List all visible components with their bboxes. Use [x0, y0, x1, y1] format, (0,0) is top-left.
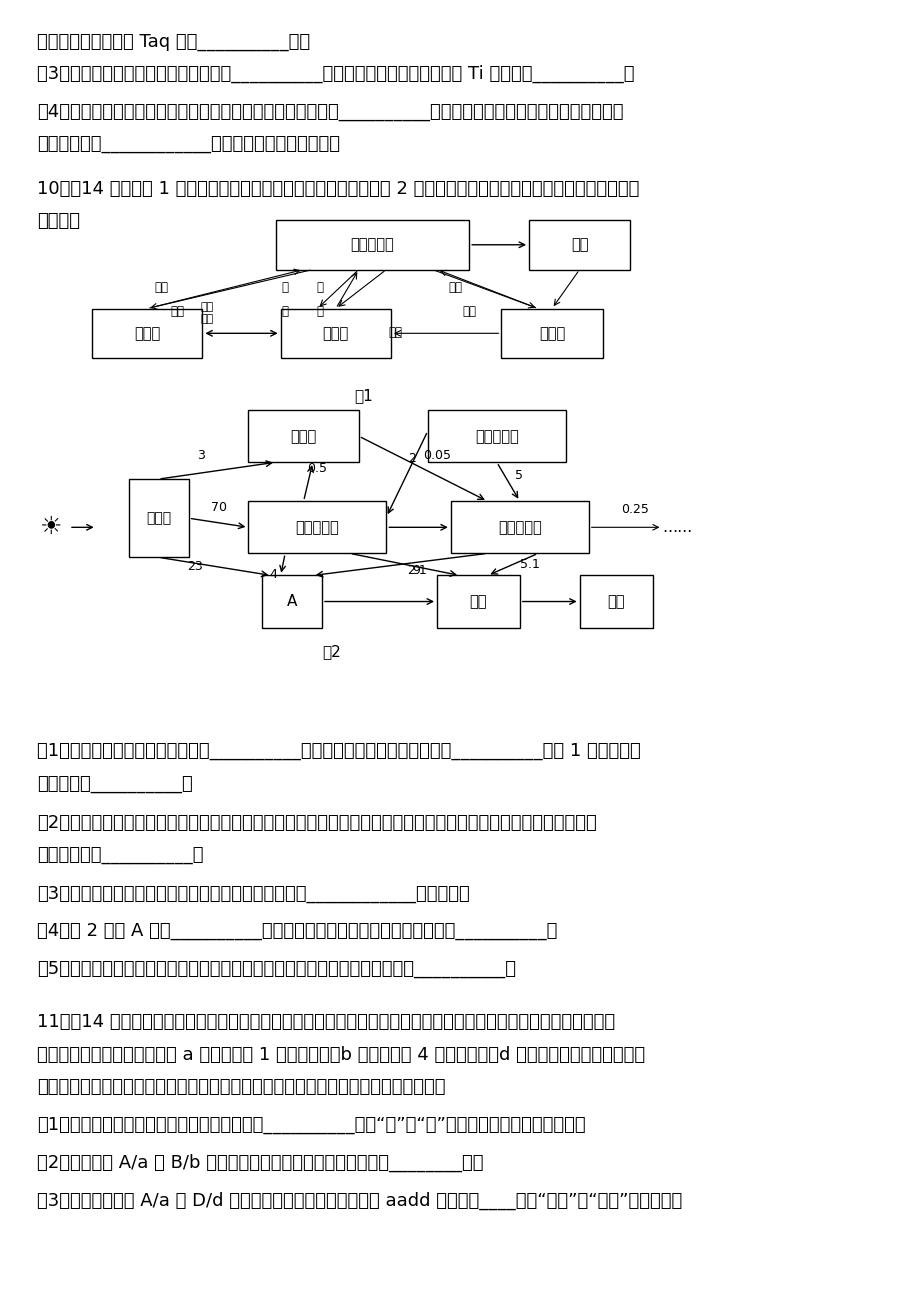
Text: 0.05: 0.05 — [423, 449, 450, 462]
Text: 关系未知）等，具有一对或一对以上上述隐性基因的植株均表现为雄性不育。请回答：: 关系未知）等，具有一对或一对以上上述隐性基因的植株均表现为雄性不育。请回答： — [37, 1078, 445, 1096]
Text: 食用菌: 食用菌 — [134, 326, 160, 341]
Text: 起雄性不育的隐性突变基因有 a 基因（位于 1 号染色体）、b 基因（位于 4 号染色体）、d 基因（基因与染色体的位置: 起雄性不育的隐性突变基因有 a 基因（位于 1 号染色体）、b 基因（位于 4 … — [37, 1046, 644, 1064]
Text: 原料: 原料 — [153, 281, 168, 294]
Text: 害虫: 害虫 — [570, 237, 588, 253]
Text: 有机物输入: 有机物输入 — [474, 428, 518, 444]
Text: 生产者: 生产者 — [146, 512, 171, 525]
Text: 肉食性动物: 肉食性动物 — [497, 519, 541, 535]
Text: 废: 废 — [281, 281, 289, 294]
Text: 输出: 输出 — [607, 594, 625, 609]
FancyBboxPatch shape — [501, 309, 602, 358]
Text: （2）若只考虑 A/a 和 B/b 两对基因，则雄性不育植株的基因型有________种。: （2）若只考虑 A/a 和 B/b 两对基因，则雄性不育植株的基因型有_____… — [37, 1154, 482, 1172]
Text: （3）同学甲为研究 A/a 与 D/d 基因的位置关系，利用基因型为 aadd 的植株作____（填“父本”或“母本”）与基因型: （3）同学甲为研究 A/a 与 D/d 基因的位置关系，利用基因型为 aadd … — [37, 1191, 681, 1210]
FancyBboxPatch shape — [276, 220, 469, 270]
Text: A: A — [287, 594, 297, 609]
Text: 植食性动物: 植食性动物 — [295, 519, 339, 535]
FancyBboxPatch shape — [427, 410, 565, 462]
Text: 贮存: 贮存 — [469, 594, 487, 609]
FancyBboxPatch shape — [437, 575, 519, 628]
Text: 9: 9 — [412, 565, 419, 577]
Text: （3）将目的基因导入马馓薇细胞常采用__________法，其原理是将目的基因导入 Ti 质粒上的__________。: （3）将目的基因导入马馓薇细胞常采用__________法，其原理是将目的基因导… — [37, 65, 633, 83]
Text: 10．（14 分）下图 1 为某地区苹果种植户发展生态果园模式图，图 2 是该生态系统内能量流动的示意图。据图回答下: 10．（14 分）下图 1 为某地区苹果种植户发展生态果园模式图，图 2 是该生… — [37, 180, 639, 198]
Text: 果树、杂草: 果树、杂草 — [350, 237, 394, 253]
Text: 表达，可通过____________方法进行分子水平的检测。: 表达，可通过____________方法进行分子水平的检测。 — [37, 135, 339, 154]
Text: 0.25: 0.25 — [620, 503, 648, 516]
Text: 粪便: 粪便 — [388, 326, 403, 339]
Text: 菌渣: 菌渣 — [170, 305, 185, 318]
FancyBboxPatch shape — [450, 501, 588, 553]
Text: 鸡、鸭: 鸡、鸭 — [539, 326, 564, 341]
Text: （2）果园中花天牛以果树的花和叶为食，肿腿蜂可以将卵产在花天牛幼虫的体表，吸取幼虫的营养，肿腿蜂和花天牛: （2）果园中花天牛以果树的花和叶为食，肿腿蜂可以将卵产在花天牛幼虫的体表，吸取幼… — [37, 814, 596, 832]
Text: 分解者: 分解者 — [290, 428, 316, 444]
FancyBboxPatch shape — [92, 309, 202, 358]
Text: （5）与森林生态系统相比较，农业生态系统的抗拓力稳定性较低，主要原因是__________。: （5）与森林生态系统相比较，农业生态系统的抗拓力稳定性较低，主要原因是_____… — [37, 960, 516, 978]
FancyBboxPatch shape — [528, 220, 630, 270]
FancyBboxPatch shape — [129, 479, 188, 557]
Text: 粪便: 粪便 — [461, 305, 476, 318]
FancyBboxPatch shape — [579, 575, 652, 628]
FancyBboxPatch shape — [280, 309, 391, 358]
Text: （1）该生态果园中的所有生物构成__________，食用菌属于生态系统成分中的__________，图 1 中属于第二: （1）该生态果园中的所有生物构成__________，食用菌属于生态系统成分中的… — [37, 742, 640, 760]
Text: 70: 70 — [210, 501, 226, 513]
Text: 4: 4 — [269, 569, 278, 581]
Text: 营养级的有__________。: 营养级的有__________。 — [37, 775, 192, 793]
Text: 草食: 草食 — [448, 281, 462, 294]
Text: 沼气池: 沼气池 — [323, 326, 348, 341]
Text: 2: 2 — [407, 452, 415, 465]
Text: 沼: 沼 — [316, 281, 323, 294]
Text: （3）从物质循环角度分析，碳元素在该生物群落内部以____________形式传递。: （3）从物质循环角度分析，碳元素在该生物群落内部以____________形式传… — [37, 885, 469, 904]
Text: ……: …… — [662, 519, 692, 535]
FancyBboxPatch shape — [248, 501, 386, 553]
Text: 5.1: 5.1 — [519, 559, 539, 570]
Text: 沼渣
菌渣: 沼渣 菌渣 — [200, 302, 213, 324]
Text: 0.5: 0.5 — [307, 462, 327, 475]
FancyBboxPatch shape — [248, 410, 358, 462]
Text: 图2: 图2 — [322, 644, 340, 660]
Text: 11．（14 分）玉米是雌雄同株植物，目前已发现多个单基因雄性不育突变植株，均表现为花药干禂，不含花粉粒。引: 11．（14 分）玉米是雌雄同株植物，目前已发现多个单基因雄性不育突变植株，均表… — [37, 1013, 614, 1031]
Text: 渣: 渣 — [316, 305, 323, 318]
Text: （4）为筛选出含目的基因的马馓薇细胞，需要在培养基中添加__________。最终为了检测目的基因是否在马馓薇中: （4）为筛选出含目的基因的马馓薇细胞，需要在培养基中添加__________。最… — [37, 103, 623, 121]
Text: 23: 23 — [187, 560, 202, 573]
Text: （4）图 2 中的 A 代表__________，能量从生产者传递到植食动物的效率为__________。: （4）图 2 中的 A 代表__________，能量从生产者传递到植食动物的效… — [37, 922, 557, 940]
Text: （1）玉米的单基因雄性不育突变植株是指受一__________（填“个”或“对”）隐性突变基因控制的植株。: （1）玉米的单基因雄性不育突变植株是指受一__________（填“个”或“对”… — [37, 1116, 584, 1134]
Text: 5: 5 — [515, 469, 523, 482]
Text: 的种间关系是__________。: 的种间关系是__________。 — [37, 846, 203, 865]
Text: 料: 料 — [281, 305, 289, 318]
FancyBboxPatch shape — [262, 575, 322, 628]
Text: 2.1: 2.1 — [406, 565, 426, 577]
Text: 3: 3 — [197, 449, 204, 461]
Text: 图1: 图1 — [354, 388, 372, 404]
Text: 术大量扩增，需提供 Taq 酶和__________等。: 术大量扩增，需提供 Taq 酶和__________等。 — [37, 33, 310, 51]
Text: 列问题：: 列问题： — [37, 212, 80, 230]
Text: ☀: ☀ — [40, 516, 62, 539]
